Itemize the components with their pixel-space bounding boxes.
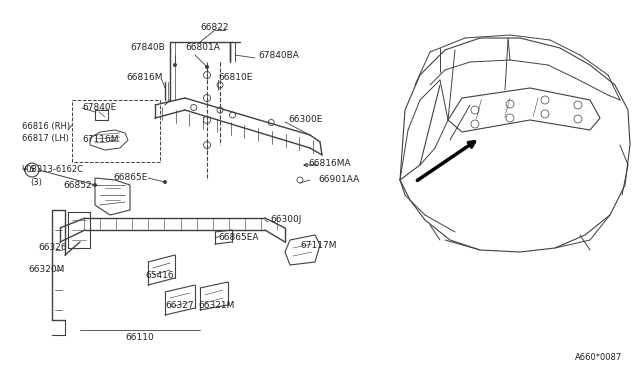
Text: 67117M: 67117M: [300, 241, 337, 250]
Text: 66110: 66110: [125, 334, 154, 343]
Text: 67840E: 67840E: [82, 103, 116, 112]
Text: 67840B: 67840B: [131, 44, 165, 52]
Circle shape: [205, 65, 209, 69]
Text: 66326: 66326: [38, 244, 67, 253]
Circle shape: [163, 180, 167, 184]
Text: 66321M: 66321M: [198, 301, 234, 310]
Text: ¥08313-6162C: ¥08313-6162C: [22, 166, 84, 174]
Text: 66816MA: 66816MA: [308, 158, 351, 167]
Text: 66865E: 66865E: [114, 173, 148, 183]
Text: 66865EA: 66865EA: [218, 234, 259, 243]
Text: 67840BA: 67840BA: [258, 51, 299, 60]
Text: 66901AA: 66901AA: [318, 174, 359, 183]
Text: 66816M: 66816M: [127, 74, 163, 83]
Text: 66327: 66327: [165, 301, 194, 310]
Text: 66817 (LH): 66817 (LH): [22, 134, 69, 142]
Text: S: S: [29, 166, 35, 174]
Text: 66852: 66852: [63, 180, 92, 189]
Text: 66801A: 66801A: [185, 44, 220, 52]
Text: A660*0087: A660*0087: [575, 353, 622, 362]
Text: 66822: 66822: [201, 23, 229, 32]
Text: 66810E: 66810E: [218, 74, 252, 83]
Text: 66320M: 66320M: [28, 266, 65, 275]
Text: 66300J: 66300J: [270, 215, 301, 224]
Circle shape: [93, 183, 97, 187]
Text: 66300E: 66300E: [288, 115, 323, 125]
Circle shape: [173, 63, 177, 67]
Text: 66816 (RH): 66816 (RH): [22, 122, 70, 131]
Text: 65416: 65416: [145, 270, 173, 279]
Text: (3): (3): [30, 177, 42, 186]
Text: 67116M: 67116M: [82, 135, 118, 144]
